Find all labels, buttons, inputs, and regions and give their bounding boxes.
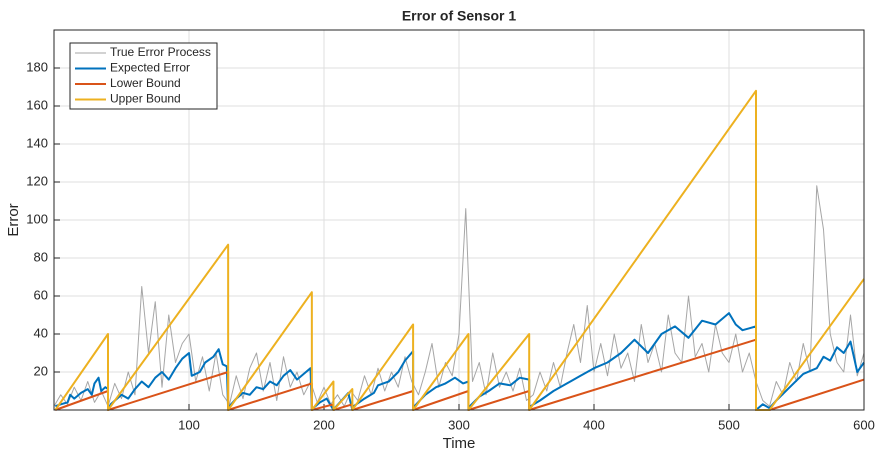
x-tick-label: 300 (448, 417, 470, 432)
legend-label: True Error Process (110, 45, 211, 59)
x-tick-label: 100 (178, 417, 200, 432)
legend-label: Upper Bound (110, 92, 181, 106)
y-tick-label: 100 (26, 211, 48, 226)
y-tick-label: 80 (34, 249, 48, 264)
chart-title: Error of Sensor 1 (402, 8, 517, 24)
plot-frame (53, 29, 865, 411)
series-line (53, 185, 865, 407)
x-axis-label: Time (443, 435, 476, 452)
legend-label: Lower Bound (110, 76, 181, 90)
x-tick-label: 600 (853, 417, 875, 432)
y-tick-label: 40 (34, 325, 48, 340)
y-axis-label: Error (5, 203, 22, 236)
y-tick-label: 20 (34, 363, 48, 378)
series-line (55, 312, 865, 411)
x-tick-label: 200 (313, 417, 335, 432)
legend-box (69, 42, 218, 110)
y-tick-label: 180 (26, 59, 48, 74)
y-tick-label: 120 (26, 173, 48, 188)
y-tick-label: 160 (26, 97, 48, 112)
x-tick-label: 500 (718, 417, 740, 432)
y-tick-label: 140 (26, 135, 48, 150)
y-tick-label: 60 (34, 287, 48, 302)
legend-label: Expected Error (110, 61, 190, 75)
x-tick-label: 400 (583, 417, 605, 432)
